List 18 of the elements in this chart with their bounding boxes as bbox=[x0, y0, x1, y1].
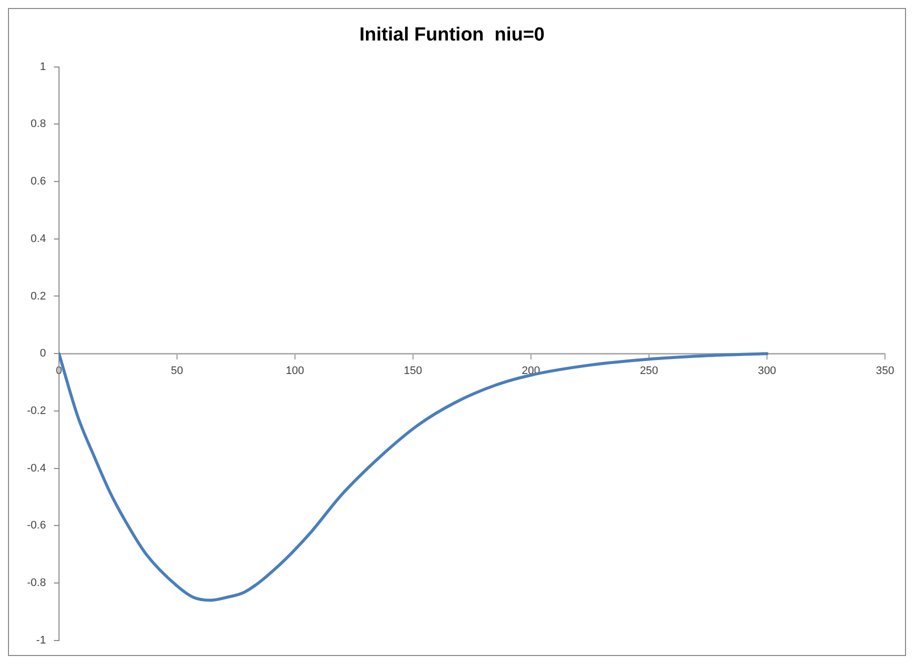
y-tick-label: -0.8 bbox=[26, 577, 46, 590]
x-tick-label: 50 bbox=[170, 365, 184, 378]
x-tick-label: 150 bbox=[404, 365, 422, 378]
y-tick-label: 0 bbox=[40, 348, 46, 360]
y-tick-label: 1 bbox=[40, 60, 46, 73]
y-tick-label: -0.2 bbox=[26, 404, 46, 417]
x-tick-label: 250 bbox=[640, 365, 658, 378]
y-tick-label: 0.6 bbox=[30, 176, 46, 188]
y-tick-label: -1 bbox=[36, 634, 46, 646]
x-tick-label: 350 bbox=[876, 365, 894, 378]
y-tick-label: -0.6 bbox=[26, 520, 46, 532]
chart-title: Initial Funtion niu=0 bbox=[359, 24, 545, 46]
y-tick-label: 0.4 bbox=[30, 232, 46, 245]
x-tick-label: 100 bbox=[286, 365, 304, 378]
y-tick-label: -0.4 bbox=[26, 462, 46, 474]
y-tick-label: 0.2 bbox=[30, 290, 46, 302]
x-tick-label: 300 bbox=[758, 365, 776, 378]
y-tick-label: 0.8 bbox=[30, 118, 46, 130]
